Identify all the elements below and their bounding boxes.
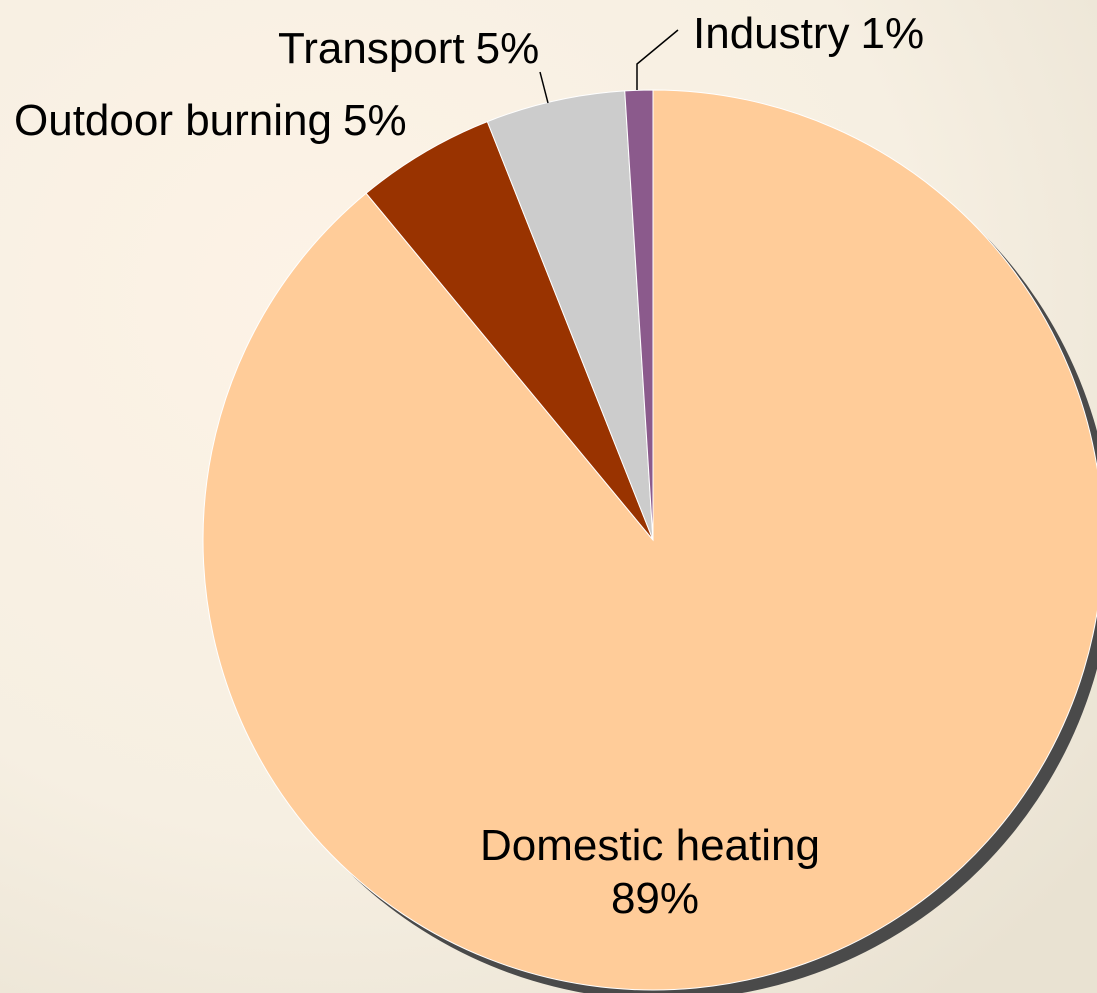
slice-label: Outdoor burning 5% [14,96,407,145]
slice-value-label: 89% [611,874,699,923]
slice-name: Outdoor burning [14,96,332,145]
slice-name: Transport [278,24,465,73]
pie-slice [624,89,654,541]
leader-line [539,71,549,104]
slice-value-label: 5% [476,24,540,73]
slice-name: Industry [693,9,850,58]
slice-label: Industry 1% [693,9,924,58]
pie-slice [202,89,1097,991]
slice-label: Domestic heating [480,821,820,870]
slice-label: Transport 5% [278,24,539,73]
leader-line [636,29,679,90]
slice-value-label: 1% [861,9,925,58]
slice-value-label: 5% [343,96,407,145]
